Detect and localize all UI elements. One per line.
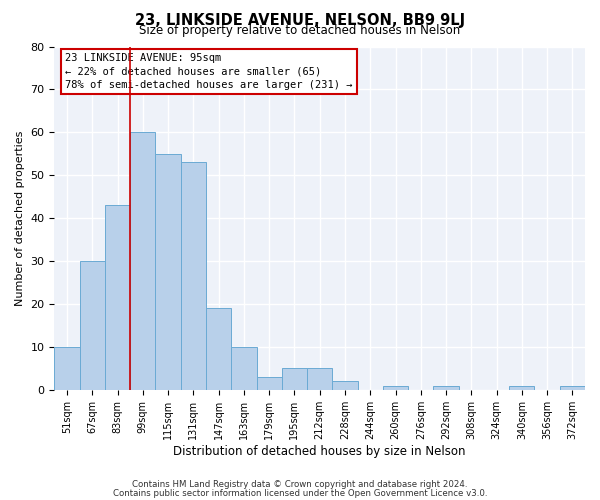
Text: 23, LINKSIDE AVENUE, NELSON, BB9 9LJ: 23, LINKSIDE AVENUE, NELSON, BB9 9LJ: [135, 12, 465, 28]
Text: Contains public sector information licensed under the Open Government Licence v3: Contains public sector information licen…: [113, 488, 487, 498]
Bar: [105, 206, 130, 390]
Bar: [181, 162, 206, 390]
Text: Size of property relative to detached houses in Nelson: Size of property relative to detached ho…: [139, 24, 461, 37]
Bar: [80, 261, 105, 390]
Text: Contains HM Land Registry data © Crown copyright and database right 2024.: Contains HM Land Registry data © Crown c…: [132, 480, 468, 489]
Bar: [155, 154, 181, 390]
X-axis label: Distribution of detached houses by size in Nelson: Distribution of detached houses by size …: [173, 444, 466, 458]
Text: 23 LINKSIDE AVENUE: 95sqm
← 22% of detached houses are smaller (65)
78% of semi-: 23 LINKSIDE AVENUE: 95sqm ← 22% of detac…: [65, 54, 353, 90]
Bar: [509, 386, 535, 390]
Bar: [206, 308, 231, 390]
Bar: [257, 377, 282, 390]
Bar: [282, 368, 307, 390]
Y-axis label: Number of detached properties: Number of detached properties: [15, 130, 25, 306]
Bar: [383, 386, 408, 390]
Bar: [55, 347, 80, 390]
Bar: [231, 347, 257, 390]
Bar: [433, 386, 458, 390]
Bar: [307, 368, 332, 390]
Bar: [560, 386, 585, 390]
Bar: [332, 382, 358, 390]
Bar: [130, 132, 155, 390]
